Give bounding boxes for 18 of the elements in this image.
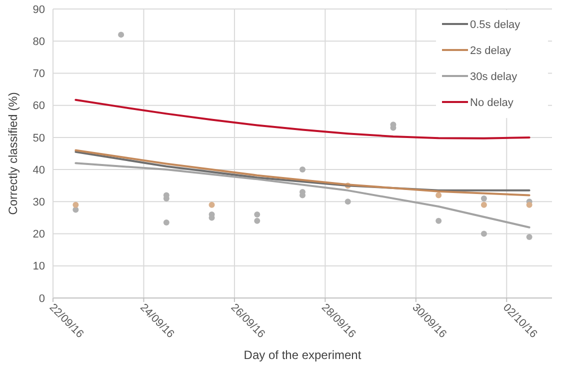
y-axis-title: Correctly classified (%) (6, 92, 20, 215)
y-tick-label: 0 (38, 292, 45, 305)
y-tick-label: 60 (32, 100, 45, 112)
legend-label: 30s delay (470, 70, 518, 83)
y-tick-label: 40 (32, 164, 45, 176)
y-tick-label: 50 (32, 132, 45, 144)
line-series (74, 98, 530, 140)
y-tick-label: 10 (32, 260, 45, 273)
x-axis-title: Day of the experiment (244, 348, 362, 362)
y-tick-label: 20 (32, 228, 45, 241)
y-tick-label: 70 (32, 68, 45, 80)
legend-label: 0.5s delay (470, 18, 521, 31)
y-tick-label: 90 (32, 4, 45, 16)
y-tick-label: 80 (32, 36, 45, 48)
y-tick-label: 30 (32, 196, 45, 209)
line-series (74, 162, 530, 228)
legend-label: No delay (470, 96, 514, 109)
legend-label: 2s delay (470, 44, 512, 57)
